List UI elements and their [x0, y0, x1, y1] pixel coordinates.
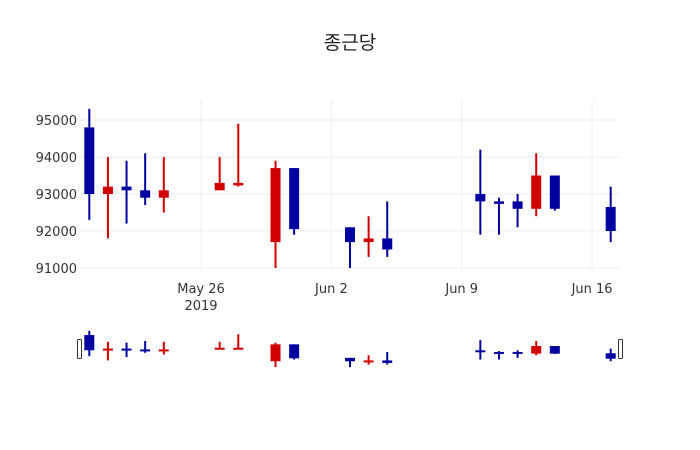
x-tick-label: Jun 16: [571, 282, 613, 297]
slider-candle: [475, 340, 486, 360]
slider-candle: [493, 351, 504, 360]
candle-body: [84, 127, 95, 194]
slider-candle-body: [140, 349, 151, 352]
slider-candle-body: [475, 350, 486, 353]
candle-body: [121, 186, 132, 191]
candle[interactable]: [289, 168, 300, 235]
y-tick-label: 93000: [36, 188, 77, 203]
candle-body: [605, 206, 616, 231]
candle-body: [233, 182, 244, 186]
slider-candle-body: [531, 346, 542, 354]
candle[interactable]: [363, 216, 374, 257]
candle[interactable]: [605, 186, 616, 243]
slider-candle-body: [233, 347, 244, 350]
candle[interactable]: [270, 160, 281, 268]
range-slider[interactable]: [77, 330, 623, 368]
slider-candle: [382, 351, 393, 365]
slider-candle-body: [121, 348, 132, 351]
candle-body: [345, 227, 355, 243]
candle[interactable]: [549, 175, 560, 211]
slider-candle: [214, 341, 225, 350]
slider-candle: [549, 346, 560, 355]
slider-candle-body: [84, 335, 95, 351]
candle[interactable]: [214, 157, 225, 191]
slider-candle: [289, 344, 300, 360]
y-axis: 91000 92000 93000 94000 95000: [36, 114, 77, 277]
candle-body: [549, 175, 560, 209]
candles[interactable]: [84, 108, 616, 268]
candle[interactable]: [158, 157, 169, 213]
slider-candle-body: [102, 348, 113, 351]
candle-body: [512, 201, 523, 209]
slider-candle-body: [270, 344, 281, 362]
chart-title: 종근당: [323, 32, 377, 54]
slider-candle: [363, 355, 374, 365]
x-tick-label: May 26: [177, 282, 225, 297]
range-slider-left-handle[interactable]: [77, 339, 82, 359]
candle-body: [102, 186, 113, 194]
x-tick-year-label: 2019: [184, 299, 217, 314]
slider-candle-body: [363, 360, 374, 363]
slider-candle-body: [289, 344, 300, 359]
slider-candle: [121, 342, 132, 358]
candle[interactable]: [140, 153, 151, 206]
slider-candle-body: [493, 351, 504, 354]
range-slider-right-handle[interactable]: [618, 339, 623, 359]
x-tick-label: Jun 2: [314, 282, 348, 297]
slider-candle: [140, 340, 151, 353]
candle[interactable]: [475, 149, 486, 235]
candle[interactable]: [102, 157, 113, 239]
slider-candle-body: [605, 353, 616, 359]
slider-candle: [233, 334, 244, 350]
y-tick-label: 94000: [36, 151, 77, 166]
y-tick-label: 95000: [36, 114, 77, 129]
candle-body: [158, 190, 169, 198]
candle[interactable]: [512, 194, 523, 228]
y-tick-label: 91000: [36, 262, 77, 277]
candle-body: [493, 201, 504, 204]
candle[interactable]: [121, 160, 132, 224]
slider-candle-body: [382, 360, 393, 363]
candle-body: [214, 182, 225, 191]
slider-candle: [512, 350, 523, 358]
candle-body: [531, 175, 542, 209]
candle[interactable]: [233, 123, 244, 187]
slider-candle-body: [345, 357, 355, 362]
candle[interactable]: [382, 201, 393, 257]
y-tick-label: 92000: [36, 225, 77, 240]
candle-body: [475, 194, 486, 202]
candle[interactable]: [493, 197, 504, 235]
candle-body: [289, 168, 300, 230]
slider-candle: [270, 342, 281, 368]
slider-candle: [84, 330, 95, 357]
x-tick-label: Jun 9: [444, 282, 478, 297]
slider-candle-body: [512, 351, 523, 354]
candle-body: [363, 238, 374, 243]
candle-body: [140, 190, 151, 198]
candle[interactable]: [531, 153, 542, 217]
slider-candle: [605, 348, 616, 362]
x-axis: May 26 2019 Jun 2 Jun 9 Jun 16: [177, 282, 612, 314]
slider-candle-body: [158, 349, 169, 352]
slider-candle-body: [549, 346, 560, 354]
slider-candle: [345, 357, 355, 368]
candle[interactable]: [345, 227, 355, 268]
candle[interactable]: [84, 108, 95, 220]
slider-candle: [158, 341, 169, 355]
slider-candle: [531, 340, 542, 356]
candle-body: [270, 168, 281, 243]
candle-body: [382, 238, 393, 250]
slider-candle-body: [214, 347, 225, 350]
slider-candle: [102, 341, 113, 361]
